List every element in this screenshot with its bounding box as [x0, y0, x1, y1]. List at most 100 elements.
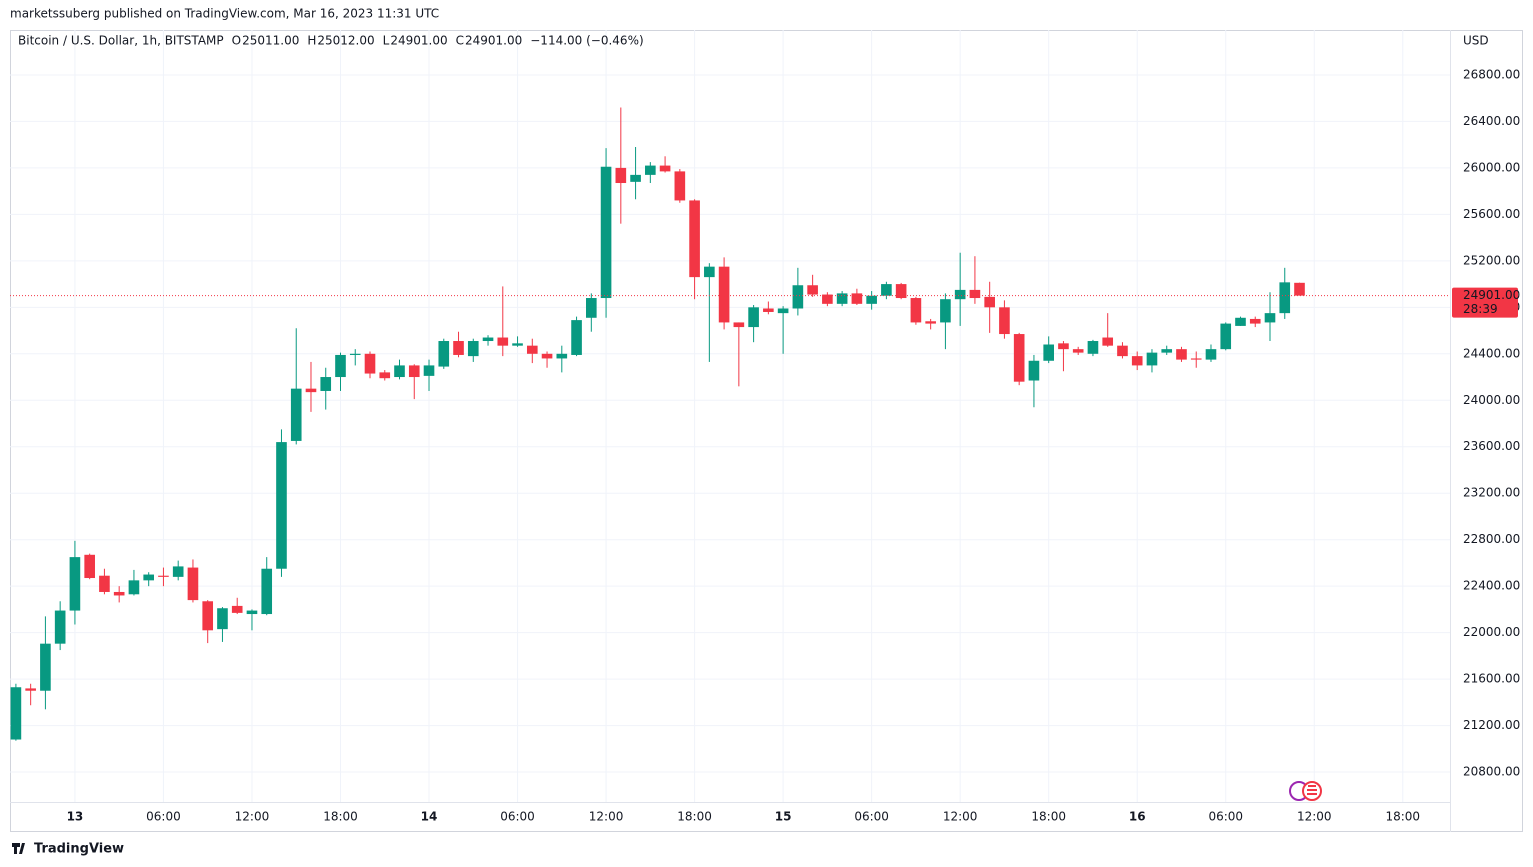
x-tick-label: 14 — [421, 810, 438, 824]
candle-body — [99, 575, 110, 592]
x-tick-label: 15 — [775, 810, 792, 824]
candle-body — [1028, 360, 1040, 381]
candle-body — [438, 341, 450, 367]
candle-body — [512, 343, 523, 346]
candle-body — [1220, 323, 1232, 350]
candle-body — [467, 341, 479, 357]
y-tick-label: 23200.00 — [1463, 486, 1520, 500]
candle-body — [423, 365, 435, 376]
y-tick-label: 23600.00 — [1463, 439, 1520, 453]
legend-value: 25011.00 — [242, 34, 299, 48]
x-tick-label: 18:00 — [323, 810, 358, 824]
x-tick-label: 06:00 — [146, 810, 181, 824]
x-tick-label: 16 — [1129, 810, 1146, 824]
candle-body — [408, 365, 420, 378]
candle-body — [217, 608, 228, 630]
candle-body — [969, 289, 981, 299]
candle-body — [261, 568, 273, 615]
chart-title: Bitcoin / U.S. Dollar, 1h, BITSTAMP — [18, 34, 224, 48]
y-tick-label: 25200.00 — [1463, 253, 1520, 267]
x-tick-label: 18:00 — [1031, 810, 1066, 824]
candle-body — [689, 200, 700, 278]
candle-body — [25, 688, 36, 691]
candle-body — [128, 580, 140, 595]
candle-body — [925, 321, 936, 324]
candle-body — [1146, 352, 1158, 366]
legend-change: −114.00 (−0.46%) — [530, 34, 643, 48]
y-tick-label: 20800.00 — [1463, 765, 1520, 779]
candle-body — [615, 167, 627, 184]
candle-body — [231, 605, 243, 613]
candle-body — [910, 298, 922, 323]
candle-body — [999, 307, 1010, 335]
published-note: marketssuberg published on TradingView.c… — [10, 7, 439, 21]
candle-body — [895, 284, 907, 299]
candle-body — [276, 442, 287, 569]
brand: TradingView — [34, 842, 124, 857]
candle-body — [881, 284, 892, 296]
candle-body — [113, 591, 125, 596]
legend-value: 24901.00 — [390, 34, 447, 48]
legend-key: L — [383, 34, 390, 48]
candle-body — [1058, 343, 1069, 350]
candle-body — [822, 294, 833, 304]
candle-body — [807, 285, 818, 295]
candle-body — [600, 166, 612, 299]
candle-body — [1235, 317, 1246, 326]
x-tick-label: 06:00 — [500, 810, 535, 824]
candle-body — [1102, 337, 1114, 346]
candle-body — [1249, 318, 1261, 324]
legend-key: C — [456, 34, 464, 48]
candle-body — [718, 266, 730, 323]
y-tick-label: 21600.00 — [1463, 672, 1520, 686]
candle-body — [1264, 313, 1276, 323]
y-tick-label: 24000.00 — [1463, 393, 1520, 407]
candle-body — [482, 337, 494, 342]
y-tick-label: 26400.00 — [1463, 114, 1520, 128]
candle-body — [866, 295, 877, 304]
candle-body — [733, 322, 745, 328]
candle-body — [246, 610, 258, 615]
candle-body — [792, 285, 804, 309]
legend-value: 24901.00 — [465, 34, 522, 48]
candle-body — [84, 554, 95, 579]
candle-body — [1131, 356, 1143, 366]
last-price-box — [1452, 287, 1518, 318]
candle-body — [704, 266, 715, 278]
y-tick-label: 25600.00 — [1463, 207, 1520, 221]
x-tick-label: 12:00 — [589, 810, 624, 824]
event-icons — [1289, 781, 1322, 801]
candle-body — [335, 354, 346, 378]
candle-body — [1087, 341, 1099, 354]
candle-body — [69, 557, 81, 611]
y-tick-label: 22800.00 — [1463, 532, 1520, 546]
candle-body — [54, 610, 66, 644]
candle-body — [630, 174, 641, 182]
x-tick-label: 06:00 — [854, 810, 889, 824]
candle-body — [940, 299, 951, 323]
y-tick-label: 22400.00 — [1463, 579, 1520, 593]
candle-body — [777, 308, 789, 314]
candle-body — [305, 388, 317, 393]
candle-body — [645, 165, 656, 175]
candle-body — [836, 293, 848, 304]
y-tick-label: 26800.00 — [1463, 67, 1520, 81]
x-tick-label: 18:00 — [1385, 810, 1420, 824]
y-tick-label: 21200.00 — [1463, 718, 1520, 732]
candle-body — [40, 643, 51, 691]
candle-body — [1205, 349, 1217, 360]
y-tick-label: 26000.00 — [1463, 160, 1520, 174]
candle-body — [851, 293, 863, 304]
x-tick-label: 12:00 — [235, 810, 270, 824]
x-tick-label: 18:00 — [677, 810, 712, 824]
x-tick-label: 13 — [67, 810, 84, 824]
candle-body — [290, 388, 302, 441]
y-tick-label: 22000.00 — [1463, 625, 1520, 639]
candle-body — [349, 353, 361, 355]
candle-body — [1190, 358, 1202, 360]
candle-body — [1117, 345, 1128, 357]
candle-body — [364, 353, 376, 374]
x-tick-label: 06:00 — [1208, 810, 1243, 824]
candle-body — [320, 377, 332, 391]
